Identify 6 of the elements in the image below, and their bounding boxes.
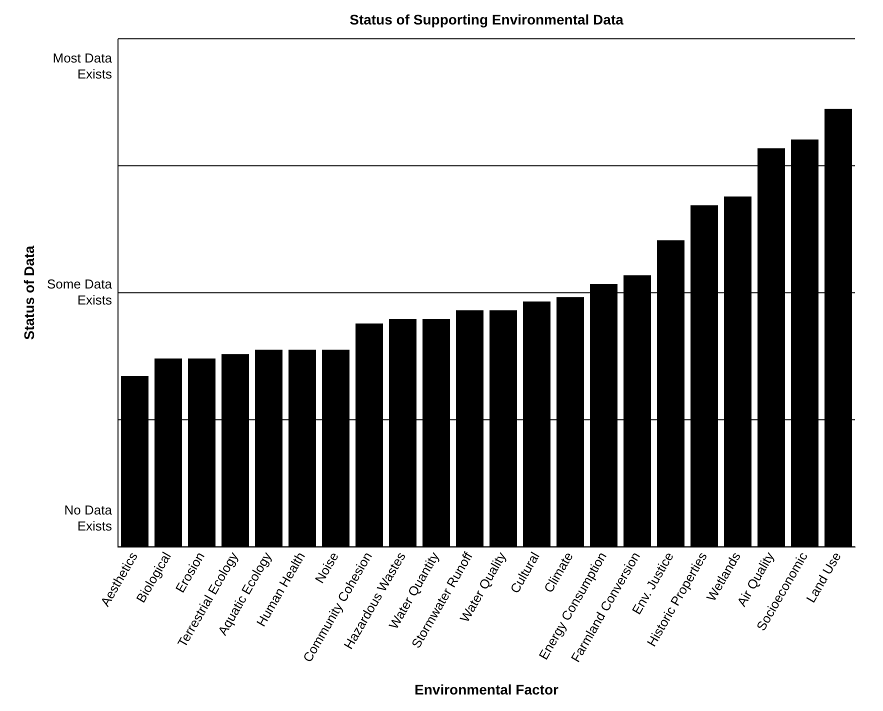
text: Most Data Exists <box>52 50 113 82</box>
text: Some Data Exists <box>46 276 113 308</box>
x-axis-title: Environmental Factor <box>414 681 560 698</box>
text: No Data Exists <box>64 502 113 534</box>
y-axis-title: Status of Data <box>20 246 37 340</box>
chart-title: Status of Supporting Environmental Data <box>350 11 624 28</box>
